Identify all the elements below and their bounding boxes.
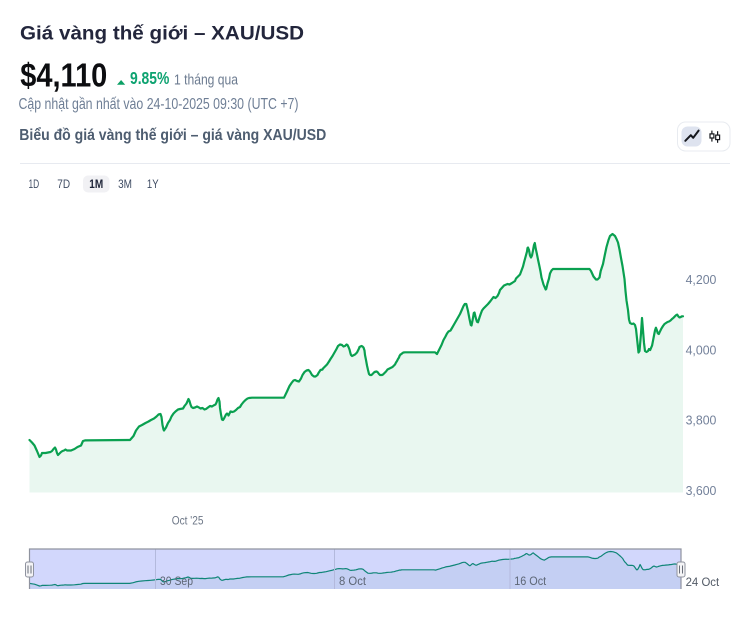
svg-text:3M: 3M [118, 179, 132, 191]
svg-text:$4,110: $4,110 [20, 58, 107, 95]
svg-text:3,600: 3,600 [686, 483, 717, 498]
svg-text:Cập nhật gần nhất vào 24-10-20: Cập nhật gần nhất vào 24-10-2025 09:30 (… [19, 96, 299, 113]
svg-text:30 Sep: 30 Sep [160, 576, 193, 588]
svg-text:3,800: 3,800 [686, 413, 717, 428]
svg-text:Giá vàng thế giới – XAU/USD: Giá vàng thế giới – XAU/USD [20, 23, 304, 45]
svg-text:1M: 1M [89, 179, 103, 191]
svg-text:Oct '25: Oct '25 [172, 514, 204, 528]
svg-text:1Y: 1Y [147, 179, 159, 191]
svg-text:8 Oct: 8 Oct [339, 576, 367, 588]
svg-text:1 tháng qua: 1 tháng qua [174, 72, 239, 88]
svg-text:7D: 7D [57, 179, 70, 191]
svg-text:9.85%: 9.85% [130, 68, 170, 88]
svg-text:4,200: 4,200 [686, 272, 717, 287]
svg-text:4,000: 4,000 [686, 342, 717, 357]
svg-text:Biểu đồ giá vàng thế giới – gi: Biểu đồ giá vàng thế giới – giá vàng XAU… [19, 127, 326, 144]
svg-text:24 Oct: 24 Oct [686, 577, 720, 589]
svg-text:1D: 1D [29, 179, 40, 191]
svg-text:16 Oct: 16 Oct [514, 576, 547, 588]
